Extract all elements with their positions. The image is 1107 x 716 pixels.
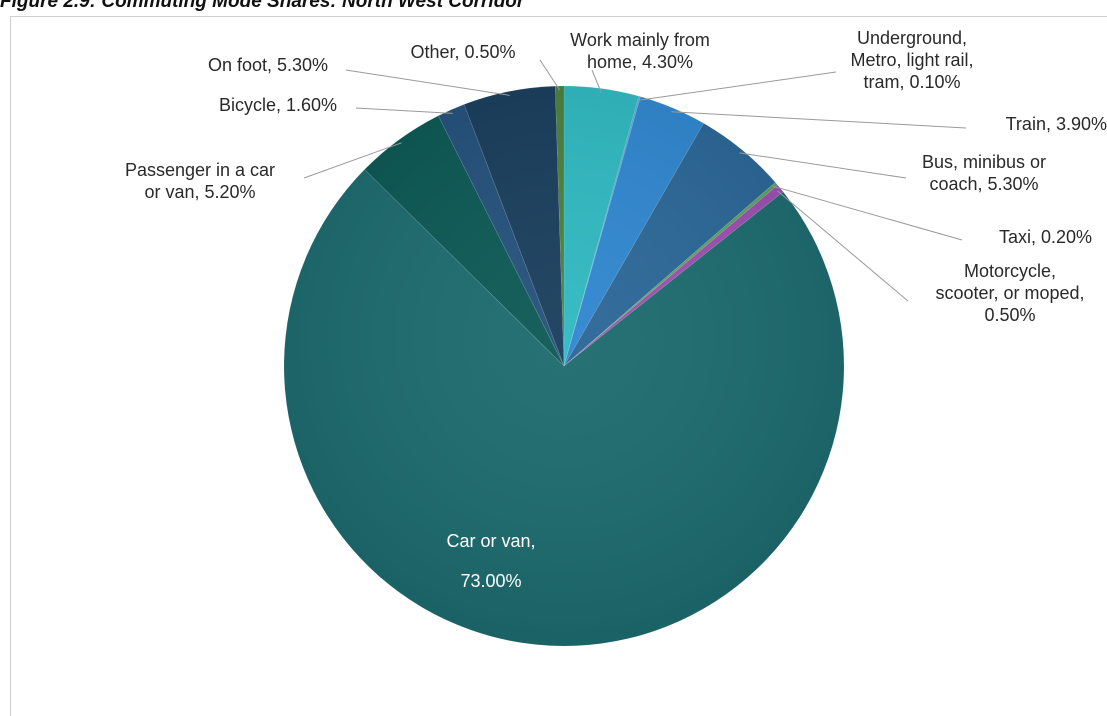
leader-lines xyxy=(303,59,967,302)
leader-line-bus-minibus-or-coach xyxy=(739,152,907,179)
slice-label-car-or-van: Car or van, 73.00% xyxy=(446,531,535,591)
leader-line-motorcycle-scooter-or-moped xyxy=(777,190,909,302)
slice-label-train: Train, 3.90% xyxy=(1006,114,1107,134)
slice-label-motorcycle-scooter-or-moped: Motorcycle, scooter, or moped, 0.50% xyxy=(935,261,1084,325)
slice-label-bicycle: Bicycle, 1.60% xyxy=(219,95,337,115)
leader-line-passenger-in-a-car-or-van xyxy=(303,142,402,179)
chart-frame xyxy=(10,16,1107,716)
leader-line-work-mainly-from-home xyxy=(591,69,602,93)
slice-label-underground-metro-light-rail-tram: Underground, Metro, light rail, tram, 0.10… xyxy=(850,28,973,92)
slice-label-passenger-in-a-car-or-van: Passenger in a car or van, 5.20% xyxy=(125,160,275,202)
slice-label-work-mainly-from-home: Work mainly from home, 4.30% xyxy=(570,30,710,72)
leader-line-other xyxy=(539,59,561,91)
slice-label-bus-minibus-or-coach: Bus, minibus or coach, 5.30% xyxy=(922,152,1046,194)
leader-line-on-foot xyxy=(345,69,510,96)
figure-title: Figure 2.9: Commuting Mode Shares: North… xyxy=(0,0,525,12)
slice-label-on-foot: On foot, 5.30% xyxy=(208,55,328,75)
slice-label-taxi: Taxi, 0.20% xyxy=(999,227,1092,247)
leader-line-underground-metro-light-rail-tram xyxy=(638,71,837,101)
leader-line-train xyxy=(671,111,967,129)
pie-slices xyxy=(283,85,845,647)
slice-labels: Work mainly from home, 4.30% Underground, M… xyxy=(125,28,1107,591)
leader-line-bicycle xyxy=(355,107,453,114)
leader-line-taxi xyxy=(773,185,963,241)
slice-label-other: Other, 0.50% xyxy=(410,42,515,62)
